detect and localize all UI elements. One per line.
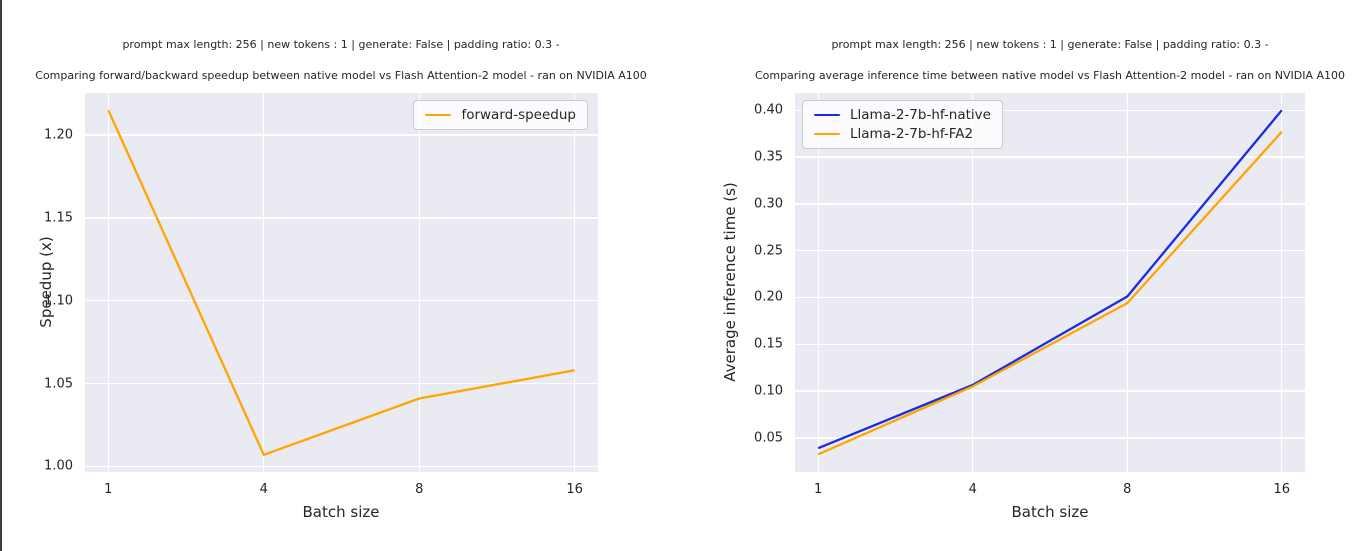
legend-line-swatch — [814, 113, 840, 117]
y-tick-label: 0.30 — [754, 196, 783, 212]
series-line-Llama-2-7b-hf-native — [817, 109, 1283, 450]
plot-title: Comparing average inference time between… — [754, 69, 1346, 82]
legend-line-swatch — [425, 113, 452, 117]
gridline-horizontal — [795, 156, 1305, 158]
x-tick-label: 16 — [1273, 482, 1291, 497]
legend: forward-speedup — [413, 100, 588, 130]
x-tick-label: 4 — [259, 482, 268, 497]
gridline-vertical — [574, 93, 576, 472]
series-lines — [817, 109, 1283, 456]
x-tick-label: 8 — [1123, 482, 1132, 497]
y-tick-label: 0.10 — [754, 383, 783, 399]
y-tick-label: 0.15 — [754, 336, 783, 352]
y-tick-label: 0.40 — [754, 102, 783, 118]
y-tick-label: 0.20 — [754, 289, 783, 305]
y-tick-label: 1.15 — [44, 210, 73, 226]
legend-label: Llama-2-7b-hf-FA2 — [850, 126, 974, 142]
y-tick-label: 0.05 — [754, 430, 783, 446]
plot-title: Comparing forward/backward speedup betwe… — [35, 69, 647, 82]
x-tick-label: 4 — [968, 482, 977, 497]
x-tick-label: 8 — [415, 482, 424, 497]
gridline-horizontal — [795, 437, 1305, 439]
x-tick-label: 1 — [104, 482, 113, 497]
gridline-horizontal — [85, 300, 598, 302]
y-tick-label: 1.00 — [44, 458, 73, 474]
series-lines — [107, 109, 575, 456]
x-tick-label: 1 — [814, 482, 823, 497]
gridline-horizontal — [795, 390, 1305, 392]
gridline-horizontal — [795, 203, 1305, 205]
x-tick-label: 16 — [566, 482, 583, 497]
gridline-horizontal — [795, 109, 1305, 111]
gridline-vertical — [1126, 93, 1128, 472]
gridline-horizontal — [795, 250, 1305, 252]
gridline-horizontal — [85, 465, 598, 467]
gridline-vertical — [418, 93, 420, 472]
legend-item: forward-speedup — [425, 107, 576, 123]
figure-forward-speedup: prompt max length: 256 | new tokens : 1 … — [35, 38, 647, 521]
series-line-forward-speedup — [107, 109, 575, 456]
plot-suptitle: prompt max length: 256 | new tokens : 1 … — [122, 38, 560, 51]
gridline-horizontal — [85, 382, 598, 385]
gridline-vertical — [817, 93, 819, 472]
gridline-horizontal — [85, 134, 598, 136]
window-left-border — [0, 0, 2, 551]
y-axis-label: Speedup (x) — [37, 236, 55, 328]
plot-suptitle: prompt max length: 256 | new tokens : 1 … — [831, 38, 1269, 51]
figure-inference-time: prompt max length: 256 | new tokens : 1 … — [684, 0, 1368, 551]
legend-item: Llama-2-7b-hf-native — [814, 107, 991, 123]
gridline-horizontal — [795, 296, 1305, 299]
x-axis-label: Batch size — [1011, 503, 1089, 521]
legend-label: forward-speedup — [461, 107, 576, 123]
gridline-vertical — [107, 93, 109, 472]
plot-area-inference-time: 0.05 0.10 0.15 0.20 0.25 0.30 0.35 0.40 1 4 8 16 Lla… — [754, 93, 1305, 497]
plot-area-forward-speedup: 1.00 1.05 1.10 1.15 1.20 1 4 8 16 forward-speedup — [44, 93, 598, 497]
x-axis-label: Batch size — [302, 503, 380, 521]
gridline-vertical — [263, 93, 265, 472]
legend: Llama-2-7b-hf-native Llama-2-7b-hf-FA2 — [802, 100, 1003, 149]
y-tick-label: 1.20 — [44, 127, 73, 143]
y-axis-label: Average inference time (s) — [721, 182, 739, 382]
legend-item: Llama-2-7b-hf-FA2 — [814, 126, 991, 142]
y-tick-label: 1.05 — [44, 376, 73, 392]
legend-line-swatch — [814, 132, 840, 136]
legend-label: Llama-2-7b-hf-native — [850, 107, 991, 123]
series-line-Llama-2-7b-hf-FA2 — [817, 131, 1283, 456]
gridline-vertical — [972, 93, 974, 472]
y-tick-label: 0.35 — [754, 149, 783, 165]
y-tick-label: 1.10 — [44, 293, 73, 309]
gridline-vertical — [1281, 93, 1283, 472]
gridline-horizontal — [85, 217, 598, 219]
y-tick-label: 0.25 — [754, 243, 783, 259]
